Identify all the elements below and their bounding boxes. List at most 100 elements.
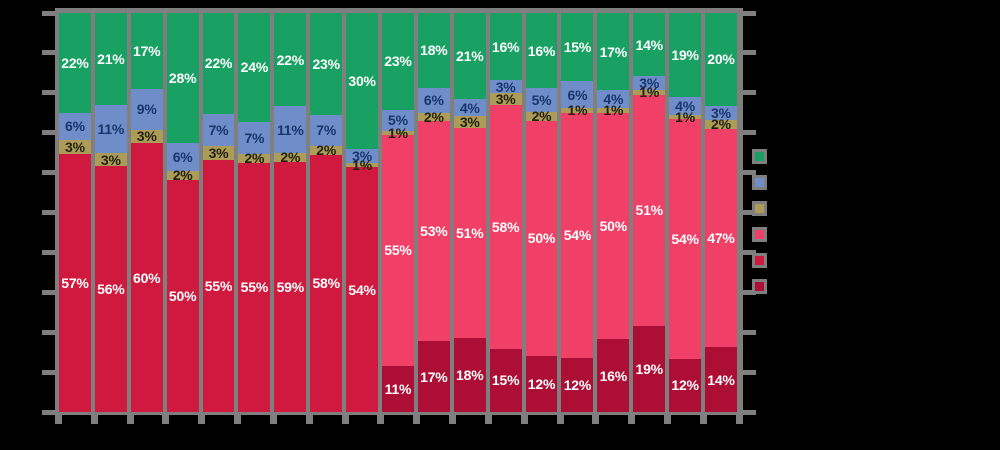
bar-segment: 3% <box>202 144 235 161</box>
segment-data-label: 59% <box>276 278 305 295</box>
bar-segment: 28% <box>166 13 199 143</box>
bar-segment: 21% <box>94 13 127 106</box>
bar-segment: 55% <box>238 162 271 412</box>
segment-data-label: 3% <box>459 114 480 130</box>
segment-data-label: 21% <box>97 51 125 68</box>
segment-data-label: 30% <box>348 73 376 89</box>
segment-data-label: 17% <box>599 43 628 60</box>
segment-data-label: 3% <box>495 78 516 95</box>
bar-segment: 4% <box>669 97 702 115</box>
bar-segment: 3% <box>705 106 737 120</box>
segment-data-label: 2% <box>316 142 337 159</box>
bar: 17% 9% 3% 60% <box>130 13 163 412</box>
bar-segment: 18% <box>453 337 486 412</box>
bar-segment: 30% <box>346 13 379 150</box>
y-axis-tick <box>42 369 55 375</box>
segment-data-label: 23% <box>384 53 412 70</box>
bar-segment: 2% <box>310 142 343 159</box>
y-axis-tick <box>42 249 55 255</box>
x-axis-tick <box>198 415 206 424</box>
bar-segment: 51% <box>453 128 486 338</box>
segment-data-label: 19% <box>635 360 663 377</box>
y-axis-tick <box>42 409 55 415</box>
bar-segment: 4% <box>453 99 486 116</box>
segment-data-label: 16% <box>491 38 520 55</box>
bar: 22% 7% 3% 55% <box>202 13 235 412</box>
bar: 15% 6% 1% 54% 12% <box>561 13 594 412</box>
segment-data-label: 17% <box>133 43 161 60</box>
segment-data-label: 24% <box>240 59 269 76</box>
segment-data-label: 12% <box>671 377 699 394</box>
bar-segment: 22% <box>59 13 91 113</box>
bar: 14% 3% 1% 51% 19% <box>633 13 666 412</box>
bar-segment: 2% <box>417 110 450 124</box>
bar-segment: 22% <box>202 13 235 114</box>
segment-data-label: 11% <box>97 121 125 138</box>
bar-segment: 16% <box>525 13 558 89</box>
segment-data-label: 11% <box>276 121 304 138</box>
bar: 24% 7% 2% 55% <box>238 13 271 412</box>
bar-segment: 50% <box>597 112 630 340</box>
segment-data-label: 2% <box>244 150 265 167</box>
bar-segment: 54% <box>669 119 702 359</box>
bar: 22% 6% 3% 57% <box>59 13 91 412</box>
segment-data-label: 58% <box>491 219 520 236</box>
x-axis-tick <box>592 415 600 424</box>
bar-segment: 1% <box>382 126 414 140</box>
bar-segment: 3% <box>633 76 666 90</box>
x-axis-tick <box>126 415 134 424</box>
bar-segment: 3% <box>489 92 522 106</box>
x-axis-tick <box>413 415 421 424</box>
bar-segment: 57% <box>59 153 91 412</box>
bar-segment: 1% <box>561 103 594 117</box>
bar-segment: 50% <box>525 120 558 356</box>
segment-data-label: 28% <box>168 69 197 86</box>
x-axis-tick <box>162 415 170 424</box>
segment-data-label: 16% <box>599 367 628 384</box>
bar-segment: 7% <box>202 113 235 146</box>
bar-segment: 60% <box>130 143 163 412</box>
segment-data-label: 50% <box>168 288 197 305</box>
segment-data-label: 4% <box>675 98 695 115</box>
segment-data-label: 4% <box>603 91 624 108</box>
x-axis-tick <box>55 415 62 424</box>
bar-segment: 23% <box>382 13 414 110</box>
y-axis-tick <box>42 329 55 335</box>
segment-data-label: 7% <box>208 121 229 138</box>
segment-data-label: 3% <box>100 151 121 168</box>
bar-segment: 9% <box>130 89 163 130</box>
bar-segment: 6% <box>59 112 91 140</box>
segment-data-label: 7% <box>244 129 265 146</box>
bar-segment: 14% <box>705 347 737 413</box>
bar-segment: 54% <box>346 167 379 412</box>
segment-data-label: 2% <box>172 167 193 184</box>
bar-segment: 1% <box>669 110 702 124</box>
bar-segment: 17% <box>130 13 163 90</box>
bar-segment: 3% <box>59 140 91 154</box>
segment-data-label: 6% <box>567 86 588 103</box>
bar-segment: 3% <box>130 128 163 145</box>
bar-segment: 5% <box>382 109 414 131</box>
segment-data-label: 3% <box>208 144 229 161</box>
bar-segment: 1% <box>346 158 379 172</box>
bar: 23% 7% 2% 58% <box>310 13 343 412</box>
x-axis-ticks <box>55 415 743 424</box>
bar: 19% 4% 1% 54% 12% <box>669 13 702 413</box>
segment-data-label: 56% <box>97 281 125 298</box>
bar-segment: 7% <box>310 114 343 146</box>
segment-data-label: 3% <box>136 128 157 145</box>
segment-data-label: 19% <box>671 47 699 64</box>
x-axis-tick <box>735 415 743 424</box>
bar-segment: 16% <box>597 339 630 412</box>
segment-data-label: 20% <box>707 51 735 68</box>
segment-data-label: 58% <box>312 275 340 292</box>
segment-data-label: 16% <box>527 42 556 59</box>
bar-segment: 19% <box>669 13 702 98</box>
x-axis-tick <box>449 415 457 424</box>
bar-segment: 3% <box>489 78 522 95</box>
legend-swatch <box>752 175 767 190</box>
y-axis-tick <box>42 10 55 16</box>
bar: 21% 11% 3% 56% <box>94 13 127 412</box>
y-axis-tick <box>743 289 756 295</box>
